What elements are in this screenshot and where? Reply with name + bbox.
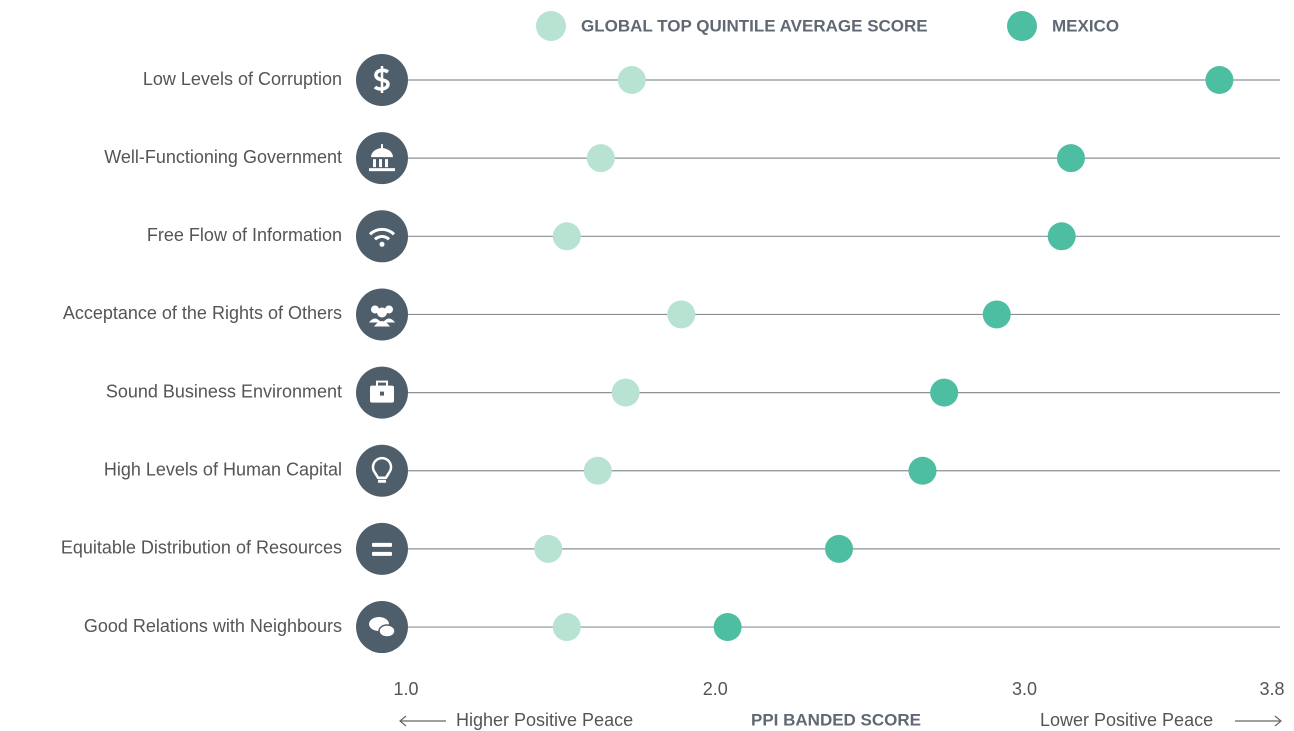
dot xyxy=(930,378,959,407)
icon-circle xyxy=(356,444,408,497)
arrows xyxy=(399,715,1282,727)
x-tick-label: 3.8 xyxy=(1259,679,1284,699)
annotation-left: Higher Positive Peace xyxy=(456,710,633,730)
x-tick-label: 3.0 xyxy=(1012,679,1037,699)
category-label: Well-Functioning Government xyxy=(104,147,342,167)
dot xyxy=(552,613,581,642)
dot xyxy=(908,456,937,485)
category-label: Low Levels of Corruption xyxy=(143,69,342,89)
category-label: Sound Business Environment xyxy=(106,381,342,401)
icon xyxy=(369,144,395,172)
legend-label: MEXICO xyxy=(1052,16,1119,35)
icon xyxy=(371,456,393,483)
icon xyxy=(373,66,390,93)
legend-swatch xyxy=(536,11,566,41)
annotation-right: Lower Positive Peace xyxy=(1040,710,1213,730)
icon xyxy=(368,227,396,247)
x-tick-label: 2.0 xyxy=(703,679,728,699)
icon xyxy=(369,617,396,638)
dot xyxy=(713,613,742,642)
dot xyxy=(667,300,696,329)
dot xyxy=(586,144,615,173)
dot xyxy=(552,222,581,251)
icon xyxy=(372,542,392,556)
icon-circle xyxy=(356,522,408,575)
dot xyxy=(982,300,1011,329)
dot xyxy=(1056,144,1085,173)
icon xyxy=(369,305,395,327)
category-label: Equitable Distribution of Resources xyxy=(61,538,342,558)
icon xyxy=(370,380,394,403)
category-label: High Levels of Human Capital xyxy=(104,460,342,480)
dot xyxy=(534,534,563,563)
dot xyxy=(583,456,612,485)
dot xyxy=(825,534,853,563)
dot xyxy=(1205,66,1234,94)
category-label: Good Relations with Neighbours xyxy=(84,616,342,636)
icon-circle xyxy=(356,132,408,185)
x-axis-label: PPI BANDED SCORE xyxy=(751,710,921,729)
dot xyxy=(611,378,640,407)
dot xyxy=(617,66,646,94)
dot xyxy=(1047,222,1076,251)
legend-label: GLOBAL TOP QUINTILE AVERAGE SCORE xyxy=(581,16,928,35)
x-tick-label: 1.0 xyxy=(393,679,418,699)
category-label: Acceptance of the Rights of Others xyxy=(63,303,342,323)
category-label: Free Flow of Information xyxy=(147,225,342,245)
legend-swatch xyxy=(1007,11,1037,41)
